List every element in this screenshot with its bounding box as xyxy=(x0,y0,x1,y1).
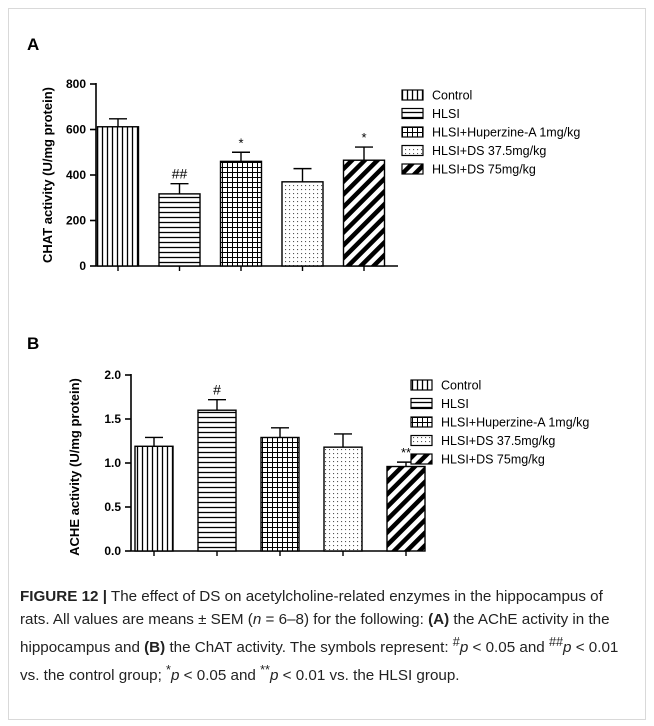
y-tick-label: 2.0 xyxy=(104,368,121,382)
bar xyxy=(386,465,426,552)
legend-label: HLSI+Huperzine-A 1mg/kg xyxy=(441,416,589,430)
y-ticks: 0.0 0.5 1.0 1.5 2.0 xyxy=(104,368,131,558)
legend-label: HLSI xyxy=(432,107,460,121)
caption-symbol: # xyxy=(452,635,460,649)
y-tick: 2.0 xyxy=(104,368,131,382)
legend-swatch xyxy=(401,89,424,101)
caption-text: < 0.05 and xyxy=(468,639,549,657)
caption-symbol: * xyxy=(166,663,171,678)
x-ticks xyxy=(117,266,365,271)
y-tick-label: 0.5 xyxy=(104,500,121,514)
figure-caption: FIGURE 12 | The effect of DS on acetylch… xyxy=(20,585,636,687)
y-tick: 1.0 xyxy=(104,456,131,470)
legend-label: HLSI+DS 75mg/kg xyxy=(441,453,545,467)
legend-swatch xyxy=(410,453,433,465)
legend-swatch xyxy=(410,397,433,410)
legend-swatch xyxy=(401,163,424,175)
caption-label: FIGURE 12 | xyxy=(20,588,107,605)
chart-panel-b: ACHE activity (U/mg protein) 0.0 0.5 1.0… xyxy=(67,368,589,558)
significance-label: ## xyxy=(172,166,188,182)
caption-b-label: (B) xyxy=(144,639,166,657)
bar xyxy=(219,160,263,267)
caption-p: p xyxy=(459,639,469,657)
legend: Control HLSI HLSI+Huperzine-A 1mg/kg HLSI+D… xyxy=(410,379,589,467)
caption-text: < 0.01 vs. the HLSI group. xyxy=(278,667,460,685)
significance-label: * xyxy=(361,130,366,145)
y-tick: 600 xyxy=(66,123,96,137)
bar xyxy=(281,181,324,267)
y-tick-label: 800 xyxy=(66,77,86,91)
legend-swatch xyxy=(410,434,433,447)
significance-label: ** xyxy=(401,445,411,460)
caption-text: < 0.01 vs. the control group; xyxy=(20,639,619,685)
chart-panel-a: CHAT activity (U/mg protein) 0 200 400 6… xyxy=(40,77,580,273)
bar xyxy=(96,126,140,267)
legend-swatch xyxy=(410,416,433,428)
caption-symbol: ** xyxy=(260,663,270,678)
caption-text: the ChAT activity. The symbols represent… xyxy=(165,639,453,657)
caption-symbol: ## xyxy=(548,635,564,649)
y-tick: 0 xyxy=(79,259,96,273)
x-ticks xyxy=(153,551,407,556)
panel-label-b: B xyxy=(27,334,39,353)
caption-n: n xyxy=(252,611,262,628)
caption-text: The effect of DS on acetylcholine-relate… xyxy=(20,588,603,628)
bar xyxy=(134,445,174,552)
legend-label: HLSI+DS 37.5mg/kg xyxy=(432,144,546,158)
y-tick-label: 600 xyxy=(66,123,86,137)
y-tick: 0.0 xyxy=(104,544,131,558)
legend-swatch xyxy=(401,144,424,157)
y-tick-label: 0 xyxy=(79,259,86,273)
y-tick-label: 1.0 xyxy=(104,456,121,470)
caption-text: < 0.05 and xyxy=(179,667,261,685)
y-tick: 800 xyxy=(66,77,96,91)
y-axis-title: ACHE activity (U/mg protein) xyxy=(67,378,82,556)
y-tick-label: 0.0 xyxy=(104,544,121,558)
bars: ## * * xyxy=(96,118,386,267)
legend-label: Control xyxy=(432,89,472,103)
legend-swatch xyxy=(410,379,433,391)
bar xyxy=(197,409,237,552)
significance-label: # xyxy=(213,382,221,398)
y-tick: 0.5 xyxy=(104,500,131,514)
legend-swatch xyxy=(401,107,424,120)
y-tick: 400 xyxy=(66,168,96,182)
legend-label: Control xyxy=(441,379,481,393)
y-tick: 1.5 xyxy=(104,412,131,426)
bar xyxy=(323,446,363,552)
y-tick-label: 400 xyxy=(66,168,86,182)
legend-label: HLSI+DS 37.5mg/kg xyxy=(441,434,555,448)
bar xyxy=(342,159,386,267)
y-tick: 200 xyxy=(66,214,96,228)
caption-p: p xyxy=(563,639,572,657)
caption-a-label: (A) xyxy=(428,611,450,628)
legend-label: HLSI+Huperzine-A 1mg/kg xyxy=(432,126,580,140)
legend-label: HLSI+DS 75mg/kg xyxy=(432,163,536,177)
y-tick-label: 200 xyxy=(66,214,86,228)
caption-text: = 6–8) for the following: xyxy=(261,611,429,628)
panel-label-a: A xyxy=(27,35,39,54)
bar xyxy=(158,193,201,267)
y-tick-label: 1.5 xyxy=(104,412,121,426)
significance-label: * xyxy=(238,135,243,150)
legend-label: HLSI xyxy=(441,397,469,411)
figure-frame xyxy=(8,8,646,720)
caption-text: the AChE activity in the hippocampus and xyxy=(20,611,610,657)
caption-p: p xyxy=(170,667,180,685)
legend-swatch xyxy=(401,126,424,138)
bar xyxy=(260,436,300,552)
y-axis-title: CHAT activity (U/mg protein) xyxy=(40,87,55,263)
caption-p: p xyxy=(269,667,279,685)
bars: # ** xyxy=(134,382,426,552)
y-ticks: 0 200 400 600 800 xyxy=(66,77,96,273)
figure-charts: A B CHAT activity (U/mg protein) 0 200 4… xyxy=(27,35,589,558)
legend: Control HLSI HLSI+Huperzine-A 1mg/kg HLSI+D… xyxy=(401,89,580,177)
